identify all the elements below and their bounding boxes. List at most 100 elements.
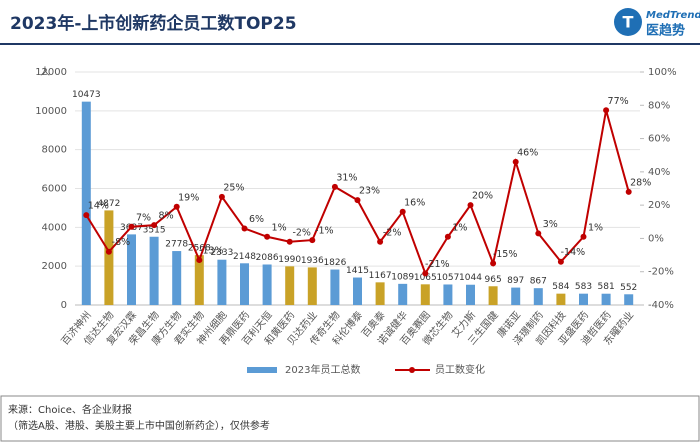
- line-label: 31%: [336, 172, 357, 183]
- legend-label: 员工数变化: [435, 363, 485, 376]
- bar: [533, 288, 543, 305]
- line-label: -1%: [315, 226, 334, 237]
- y-tick-label: 12000: [35, 67, 67, 78]
- line-marker: [128, 223, 135, 230]
- bar-label: 552: [620, 283, 637, 293]
- bar: [488, 286, 498, 305]
- line-label: 46%: [517, 147, 538, 158]
- bar: [81, 101, 91, 305]
- line-label: -2%: [292, 227, 311, 238]
- bar-label: 4872: [97, 199, 120, 209]
- line-marker: [377, 238, 384, 245]
- bar: [420, 284, 430, 305]
- line-label: 28%: [630, 177, 651, 188]
- line-marker: [264, 233, 271, 240]
- y2-tick-label: 80%: [648, 100, 670, 111]
- line-label: 77%: [608, 96, 629, 107]
- bar-label: 1990: [278, 255, 301, 265]
- chart-title: 2023年-上市创新药企员工数TOP25: [10, 13, 297, 34]
- bar: [307, 267, 317, 305]
- logo-mark: T: [623, 13, 634, 32]
- bar-label: 584: [552, 282, 569, 292]
- line-marker: [309, 237, 316, 244]
- y-tick-label: 0: [61, 300, 67, 311]
- legend-label: 2023年员工总数: [285, 363, 360, 376]
- bar-label: 2568: [188, 244, 211, 254]
- bar: [217, 259, 227, 305]
- line-label: -21%: [425, 259, 450, 270]
- line-marker: [173, 203, 180, 210]
- bar-label: 2333: [210, 248, 233, 258]
- bar: [601, 293, 611, 305]
- line-marker: [603, 107, 610, 114]
- line-marker: [399, 208, 406, 215]
- line-label: 20%: [472, 191, 493, 202]
- y2-tick-label: 0%: [648, 233, 664, 244]
- line-label: -8%: [112, 237, 131, 248]
- bar-label: 583: [575, 282, 592, 292]
- y-axis-label: 人: [40, 66, 50, 78]
- line-label: 16%: [404, 197, 425, 208]
- bar-label: 1415: [346, 266, 369, 276]
- y2-tick-label: 20%: [648, 200, 670, 211]
- y2-tick-label: 100%: [648, 67, 677, 78]
- bar: [375, 282, 385, 305]
- y-tick-label: 8000: [42, 145, 67, 156]
- line-marker: [625, 188, 632, 195]
- line-label: 8%: [159, 211, 174, 222]
- logo-text: MedTrend: [646, 10, 700, 21]
- bar: [624, 294, 634, 305]
- y2-tick-label: -40%: [648, 300, 674, 311]
- bar: [172, 251, 182, 305]
- bar-label: 867: [530, 277, 547, 287]
- bar: [149, 236, 159, 305]
- legend-swatch: [247, 367, 277, 373]
- bar: [353, 277, 362, 305]
- line-marker: [422, 270, 429, 277]
- y2-tick-label: 60%: [648, 134, 670, 145]
- line-marker: [151, 222, 158, 229]
- line-marker: [105, 248, 112, 255]
- line-label: 1%: [588, 222, 603, 233]
- line-label: 1%: [272, 222, 287, 233]
- legend-marker: [409, 367, 415, 373]
- bar: [511, 287, 521, 305]
- line-marker: [512, 158, 519, 165]
- y-tick-label: 6000: [42, 184, 67, 195]
- bar: [127, 234, 136, 305]
- line-label: -2%: [383, 227, 402, 238]
- bar-label: 1044: [459, 273, 482, 283]
- line-marker: [83, 212, 90, 219]
- bar-label: 1057: [436, 273, 459, 283]
- line-label: -14%: [561, 247, 586, 258]
- line-marker: [557, 258, 564, 265]
- line-marker: [580, 233, 587, 240]
- bar-label: 1065: [414, 273, 437, 283]
- bar-label: 2086: [256, 253, 279, 263]
- bar-label: 581: [598, 282, 615, 292]
- y-tick-label: 4000: [42, 222, 67, 233]
- bar: [466, 284, 475, 305]
- line-label: 1%: [452, 222, 467, 233]
- bar-label: 1167: [369, 271, 392, 281]
- line-marker: [196, 257, 203, 264]
- line-label: 6%: [249, 214, 264, 225]
- line-label: 19%: [178, 192, 199, 203]
- bar: [262, 264, 272, 305]
- bar: [556, 293, 566, 305]
- line-marker: [467, 202, 474, 209]
- bar: [285, 266, 295, 305]
- logo-icon: [614, 8, 642, 36]
- bar-label: 965: [485, 275, 502, 285]
- note: （筛选A股、港股、美股主要上市中国创新药企），仅供参考: [8, 419, 270, 432]
- line-marker: [444, 233, 451, 240]
- footer-box: [0, 395, 700, 442]
- y2-tick-label: 40%: [648, 167, 670, 178]
- line-marker: [535, 230, 542, 237]
- line-label: 3%: [543, 219, 558, 230]
- line-label: -15%: [493, 249, 518, 260]
- source: 来源：Choice、各企业财报: [8, 403, 132, 416]
- y-tick-label: 10000: [35, 106, 67, 117]
